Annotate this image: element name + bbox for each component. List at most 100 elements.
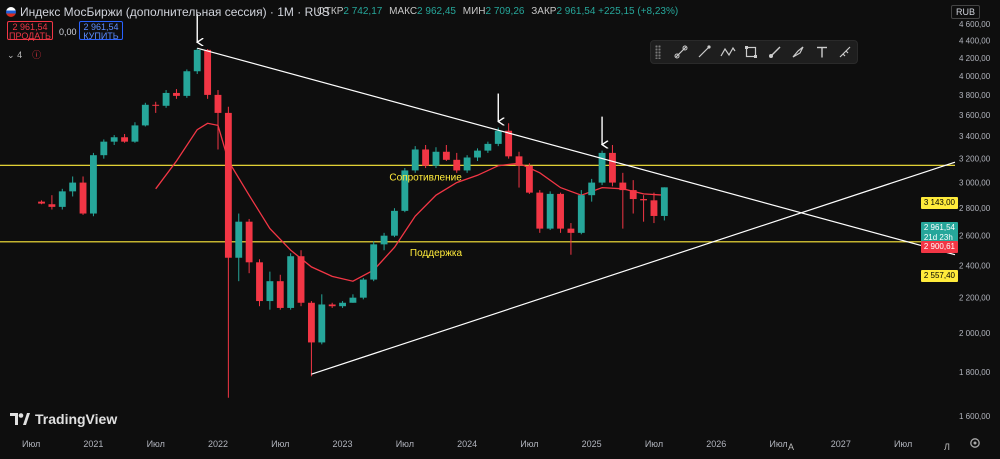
candle-2021-11[interactable]	[193, 48, 201, 75]
indicators-toggle[interactable]: ⌄ 4 ⓘ	[7, 48, 41, 61]
ruler-tool-icon[interactable]	[833, 42, 857, 62]
candle-2024-12[interactable]	[577, 190, 585, 235]
candle-2022-04[interactable]	[245, 218, 253, 274]
candle-2023-08[interactable]	[411, 146, 419, 173]
candle-2023-01[interactable]	[339, 301, 346, 308]
candle-2022-11[interactable]	[318, 294, 326, 345]
candle-2023-09[interactable]	[422, 144, 430, 169]
sell-label: ПРОДАТЬ	[9, 31, 51, 41]
candle-2023-04[interactable]	[370, 241, 378, 282]
candle-2024-08[interactable]	[536, 190, 544, 233]
candle-2022-02[interactable]	[224, 106, 232, 398]
candle-2021-07[interactable]	[152, 101, 160, 113]
candle-2025-08[interactable]	[660, 187, 668, 221]
candle-2021-04[interactable]	[121, 133, 128, 143]
currency-button[interactable]: RUB	[950, 5, 980, 19]
buy-button[interactable]: 2 961,54 КУПИТЬ	[79, 21, 123, 41]
candle-2023-06[interactable]	[391, 208, 398, 238]
candle-2021-05[interactable]	[131, 122, 139, 143]
ray-tool-icon[interactable]	[669, 42, 693, 62]
candle-2020-08[interactable]	[38, 200, 45, 205]
trendline-0[interactable]	[197, 47, 956, 256]
candle-2021-01[interactable]	[89, 152, 97, 217]
candle-2025-05[interactable]	[629, 180, 637, 214]
tradingview-logo[interactable]: TradingView	[10, 411, 117, 427]
symbol-title[interactable]: Индекс МосБиржи (дополнительная сессия) …	[6, 5, 330, 19]
candle-2022-05[interactable]	[256, 259, 263, 307]
candle-body	[640, 199, 648, 201]
candle-2021-08[interactable]	[162, 90, 170, 108]
brush-tool-icon[interactable]	[763, 42, 787, 62]
candle-2022-03[interactable]	[235, 213, 243, 282]
candle-2025-03[interactable]	[609, 144, 616, 187]
candle-2024-10[interactable]	[557, 192, 564, 233]
log-scale-button[interactable]: Л	[944, 442, 950, 452]
candle-2021-03[interactable]	[110, 135, 118, 145]
trendline-1[interactable]	[311, 161, 956, 375]
candle-2024-11[interactable]	[567, 223, 575, 255]
candle-2021-02[interactable]	[100, 139, 108, 159]
candle-2024-01[interactable]	[463, 155, 471, 173]
x-tick-label: 2022	[208, 439, 228, 449]
candle-2023-05[interactable]	[380, 232, 388, 251]
candle-2020-11[interactable]	[69, 176, 77, 197]
remove-indicator-icon[interactable]: ⓘ	[32, 50, 42, 60]
candle-2020-09[interactable]	[48, 195, 56, 210]
candle-2023-02[interactable]	[349, 294, 357, 303]
high-key: МАКС	[389, 6, 418, 17]
support-label[interactable]: Поддержка	[410, 248, 463, 259]
trendline-tool-icon[interactable]	[692, 42, 716, 62]
candle-2024-06[interactable]	[515, 151, 523, 188]
candle-2021-09[interactable]	[173, 89, 180, 99]
text-tool-icon[interactable]	[810, 42, 834, 62]
candle-2023-10[interactable]	[432, 147, 440, 169]
x-tick-label: Июл	[147, 439, 165, 449]
candle-body	[401, 170, 409, 211]
candle-2023-11[interactable]	[442, 144, 450, 161]
candle-body	[349, 297, 357, 303]
ema-line[interactable]	[155, 122, 665, 282]
candle-body	[588, 182, 596, 196]
candle-2023-03[interactable]	[359, 277, 367, 300]
path-tool-icon[interactable]	[716, 42, 740, 62]
candle-2022-01[interactable]	[214, 90, 222, 150]
resistance-label[interactable]: Сопротивление	[389, 172, 462, 183]
gear-icon[interactable]	[969, 437, 981, 449]
candle-2022-07[interactable]	[276, 274, 284, 310]
candle-body	[422, 149, 430, 166]
candle-2021-06[interactable]	[141, 102, 149, 127]
candle-2025-02[interactable]	[598, 150, 606, 186]
y-tick-label: 4 200,00	[959, 54, 991, 63]
candle-2024-07[interactable]	[525, 163, 533, 194]
candle-2025-07[interactable]	[650, 192, 658, 224]
candle-2022-06[interactable]	[266, 271, 274, 310]
candle-body	[173, 92, 180, 96]
bar-countdown-label: 21d 23h	[923, 233, 953, 242]
candle-2024-09[interactable]	[546, 191, 554, 231]
rectangle-tool-icon[interactable]	[739, 42, 763, 62]
candle-2022-12[interactable]	[328, 302, 336, 308]
fill-tool-icon[interactable]	[786, 42, 810, 62]
candle-2025-01[interactable]	[588, 178, 596, 202]
candle-2022-10[interactable]	[307, 301, 315, 377]
candle-2020-12[interactable]	[79, 176, 87, 215]
candle-2022-09[interactable]	[297, 250, 305, 307]
candle-2024-02[interactable]	[474, 148, 481, 161]
candle-2022-08[interactable]	[287, 253, 295, 310]
candle-2025-06[interactable]	[640, 195, 648, 222]
candle-2025-04[interactable]	[619, 172, 627, 229]
y-tick-label: 3 800,00	[959, 91, 991, 100]
candle-2023-07[interactable]	[401, 168, 409, 213]
candle-2020-10[interactable]	[58, 188, 66, 210]
candle-2021-10[interactable]	[183, 69, 191, 98]
close-value: 2 961,54 +225,15 (+8,23%)	[556, 6, 679, 17]
auto-scale-button[interactable]: A	[788, 442, 795, 452]
candle-2021-12[interactable]	[204, 49, 212, 99]
drag-handle-icon[interactable]	[655, 45, 661, 59]
candle-2024-05[interactable]	[505, 123, 513, 159]
sell-button[interactable]: 2 961,54 ПРОДАТЬ	[7, 21, 53, 41]
candle-2023-12[interactable]	[453, 152, 461, 173]
y-tick-label: 3 000,00	[959, 179, 991, 188]
candle-2024-03[interactable]	[484, 141, 492, 153]
